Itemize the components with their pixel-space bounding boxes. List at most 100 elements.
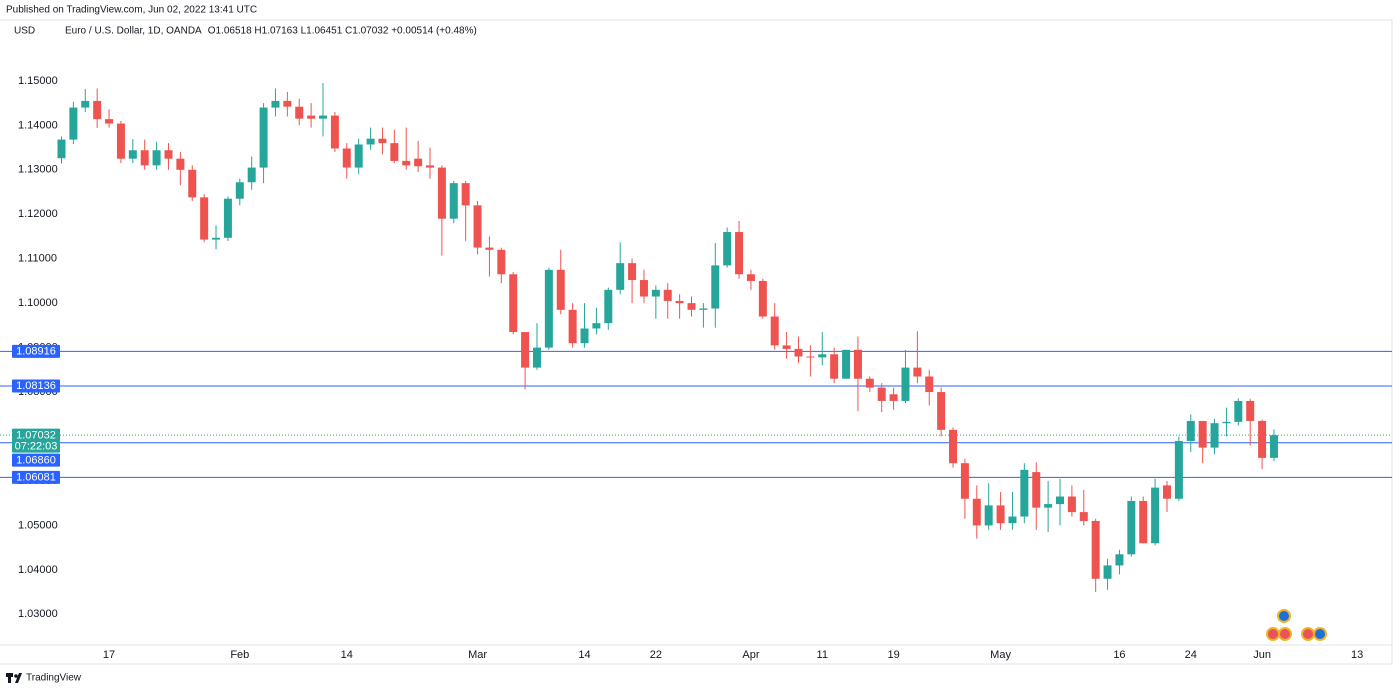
candle-body	[806, 356, 815, 358]
candle-body	[402, 160, 411, 166]
candle-body	[1258, 420, 1267, 458]
candle-body	[758, 280, 767, 317]
candle-body	[889, 394, 898, 401]
candle-body	[1032, 472, 1041, 508]
candle-body	[1139, 500, 1148, 544]
candle-body	[69, 107, 78, 140]
price-lines	[0, 350, 1392, 478]
brand: TradingView	[26, 673, 82, 684]
candle-body	[960, 463, 969, 499]
candles	[57, 83, 1278, 593]
x-tick-label: 13	[1351, 649, 1363, 661]
currency: USD	[14, 26, 35, 37]
event-icon	[1313, 627, 1327, 641]
candle-body	[770, 316, 779, 346]
candle-body	[200, 197, 209, 240]
y-tick-label: 1.14000	[18, 119, 58, 131]
candle-body	[996, 505, 1005, 524]
y-tick-label: 1.11000	[18, 253, 57, 265]
candle-body	[925, 376, 934, 393]
candle-body	[235, 182, 244, 199]
candle-body	[271, 100, 280, 108]
logo-shape	[15, 673, 22, 683]
candle-body	[295, 106, 304, 119]
candle-body	[425, 165, 434, 168]
candle-body	[913, 367, 922, 377]
event-icon	[1278, 627, 1292, 641]
candle-body	[283, 100, 292, 107]
last-price-label: 1.07032	[16, 429, 56, 441]
candle-body	[390, 143, 399, 161]
event-icons	[1266, 609, 1327, 641]
candle-body	[711, 265, 720, 309]
candle-body	[1127, 500, 1136, 555]
candle-body	[687, 303, 696, 310]
symbol-title: Euro / U.S. Dollar, 1D, OANDA	[65, 26, 202, 37]
candle-body	[319, 115, 328, 119]
candle-body	[1174, 440, 1183, 499]
candle-body	[1210, 423, 1219, 448]
x-tick-label: 11	[817, 649, 828, 661]
logo-shape	[8, 677, 11, 683]
candle-body	[497, 249, 506, 275]
candle-body	[1162, 485, 1171, 499]
candle-body	[212, 237, 221, 240]
candle-body	[449, 183, 458, 219]
candle-body	[972, 498, 981, 526]
candle-body	[188, 169, 197, 198]
last-price-label: 07:22:03	[15, 440, 58, 452]
candle-body	[1103, 565, 1112, 579]
candle-body	[1115, 554, 1124, 566]
candle-body	[1008, 516, 1017, 524]
price-line-label: 1.06081	[16, 472, 56, 484]
logo-shape	[14, 674, 18, 678]
x-tick-label: Feb	[230, 649, 249, 661]
candle-body	[1234, 400, 1243, 422]
candle-body	[152, 150, 161, 166]
y-tick-label: 1.04000	[18, 564, 58, 576]
candle-body	[1020, 469, 1029, 517]
event-icon	[1301, 627, 1315, 641]
candle-body	[794, 348, 803, 357]
y-tick-label: 1.03000	[18, 608, 58, 620]
x-tick-label: Apr	[742, 649, 759, 661]
candle-body	[830, 354, 839, 379]
candle-body	[1091, 520, 1100, 579]
event-icon	[1277, 609, 1291, 623]
price-line-label-box	[12, 379, 60, 393]
y-tick-label: 1.05000	[18, 519, 58, 531]
x-tick-label: 17	[103, 649, 115, 661]
candle-body	[604, 289, 613, 324]
x-tick-label: 22	[650, 649, 662, 661]
candle-body	[93, 100, 102, 120]
logo-shape	[6, 673, 13, 677]
y-tick-label: 1.10000	[18, 297, 58, 309]
candle-body	[735, 232, 744, 275]
candle-body	[699, 308, 708, 310]
y-tick-label: 1.15000	[18, 75, 58, 87]
x-tick-label: 24	[1185, 649, 1197, 661]
candle-body	[57, 139, 66, 159]
candle-body	[651, 289, 660, 297]
candle-body	[81, 100, 90, 108]
candle-body	[164, 150, 173, 159]
last-price-label-box	[12, 428, 60, 453]
candle-body	[1269, 435, 1278, 458]
candle-body	[1198, 420, 1207, 448]
x-tick-label: 19	[887, 649, 899, 661]
candle-body	[437, 167, 446, 219]
candle-body	[1056, 496, 1065, 505]
candle-body	[865, 378, 874, 388]
x-tick-label: 14	[578, 649, 590, 661]
candle-body	[116, 123, 125, 159]
candle-body	[580, 328, 589, 344]
event-icon	[1266, 627, 1280, 641]
candle-body	[949, 429, 958, 464]
candle-body	[105, 119, 114, 124]
x-tick-label: 16	[1113, 649, 1125, 661]
candle-body	[1222, 421, 1231, 424]
price-line-label-box	[12, 470, 60, 484]
